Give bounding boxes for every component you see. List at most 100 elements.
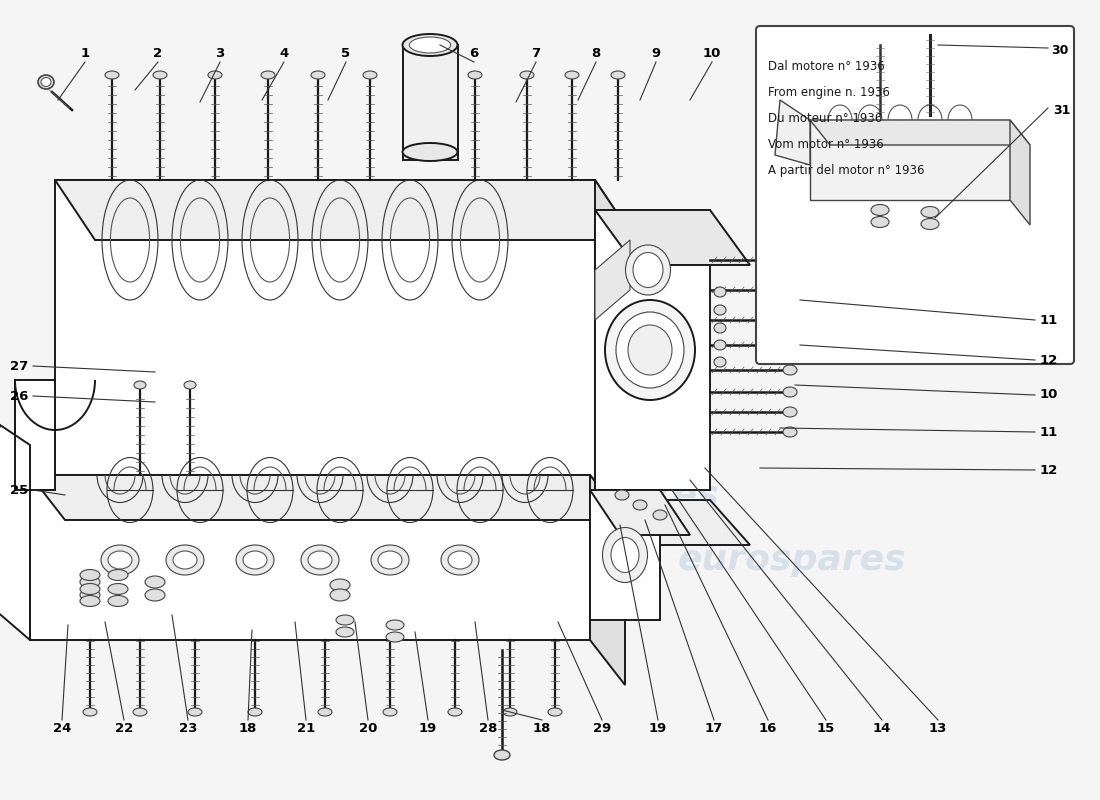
- Ellipse shape: [871, 205, 889, 215]
- Ellipse shape: [714, 305, 726, 315]
- Ellipse shape: [714, 287, 726, 297]
- Text: 3: 3: [216, 47, 224, 60]
- Ellipse shape: [616, 312, 684, 388]
- Text: 15: 15: [817, 722, 835, 735]
- Text: 12: 12: [1040, 354, 1058, 366]
- Ellipse shape: [248, 708, 262, 716]
- Bar: [810, 120, 1010, 200]
- Ellipse shape: [783, 315, 798, 325]
- Ellipse shape: [403, 34, 458, 56]
- Ellipse shape: [783, 427, 798, 437]
- Ellipse shape: [80, 583, 100, 594]
- Ellipse shape: [108, 551, 132, 569]
- Ellipse shape: [145, 589, 165, 601]
- Ellipse shape: [603, 527, 648, 582]
- Bar: [55, 180, 595, 490]
- Text: 1: 1: [80, 47, 89, 60]
- Polygon shape: [595, 240, 630, 320]
- Text: 4: 4: [279, 47, 288, 60]
- Ellipse shape: [714, 340, 726, 350]
- Text: Dal motore n° 1936: Dal motore n° 1936: [768, 60, 884, 73]
- Text: 2: 2: [153, 47, 163, 60]
- Text: 25: 25: [10, 483, 28, 497]
- Ellipse shape: [783, 387, 798, 397]
- Ellipse shape: [371, 545, 409, 575]
- Ellipse shape: [548, 708, 562, 716]
- Ellipse shape: [610, 71, 625, 79]
- Ellipse shape: [188, 708, 202, 716]
- Text: 14: 14: [872, 722, 891, 735]
- Text: 11: 11: [1040, 314, 1058, 326]
- Bar: [403, 45, 458, 160]
- Polygon shape: [776, 100, 810, 165]
- Text: 7: 7: [531, 47, 540, 60]
- Text: 20: 20: [359, 722, 377, 735]
- Text: eurospares: eurospares: [128, 479, 356, 513]
- Text: eurospares: eurospares: [491, 479, 719, 513]
- Ellipse shape: [80, 589, 100, 601]
- Ellipse shape: [236, 545, 274, 575]
- Text: 6: 6: [470, 47, 478, 60]
- Ellipse shape: [243, 551, 267, 569]
- Text: 27: 27: [10, 359, 28, 373]
- Text: eurospares: eurospares: [678, 543, 906, 577]
- Text: 16: 16: [759, 722, 778, 735]
- Text: 11: 11: [1040, 426, 1058, 438]
- Ellipse shape: [403, 143, 458, 161]
- Text: 10: 10: [703, 47, 722, 60]
- Polygon shape: [595, 210, 750, 265]
- Ellipse shape: [336, 627, 354, 637]
- Ellipse shape: [783, 340, 798, 350]
- Ellipse shape: [80, 576, 100, 588]
- Ellipse shape: [80, 595, 100, 606]
- Polygon shape: [0, 425, 30, 640]
- Ellipse shape: [565, 71, 579, 79]
- Polygon shape: [590, 490, 690, 535]
- Ellipse shape: [133, 708, 147, 716]
- Ellipse shape: [714, 323, 726, 333]
- Text: 24: 24: [53, 722, 72, 735]
- Polygon shape: [595, 180, 635, 550]
- Ellipse shape: [628, 325, 672, 375]
- Bar: [590, 490, 660, 620]
- Ellipse shape: [378, 551, 402, 569]
- Ellipse shape: [783, 407, 798, 417]
- Ellipse shape: [468, 71, 482, 79]
- Ellipse shape: [145, 576, 165, 588]
- Ellipse shape: [184, 381, 196, 389]
- Ellipse shape: [308, 551, 332, 569]
- Ellipse shape: [386, 632, 404, 642]
- Ellipse shape: [363, 71, 377, 79]
- Ellipse shape: [108, 583, 128, 594]
- Ellipse shape: [605, 300, 695, 400]
- Text: 9: 9: [651, 47, 661, 60]
- Text: 18: 18: [239, 722, 257, 735]
- Text: 23: 23: [179, 722, 197, 735]
- Ellipse shape: [632, 500, 647, 510]
- Text: 10: 10: [1040, 389, 1058, 402]
- Text: Vom motor n° 1936: Vom motor n° 1936: [768, 138, 883, 151]
- Ellipse shape: [520, 71, 534, 79]
- Ellipse shape: [494, 750, 510, 760]
- Text: 29: 29: [593, 722, 612, 735]
- Ellipse shape: [134, 381, 146, 389]
- Ellipse shape: [783, 285, 798, 295]
- Text: 19: 19: [649, 722, 667, 735]
- Text: 17: 17: [705, 722, 723, 735]
- Ellipse shape: [615, 490, 629, 500]
- Ellipse shape: [261, 71, 275, 79]
- Ellipse shape: [448, 551, 472, 569]
- Polygon shape: [810, 120, 1030, 145]
- Bar: [595, 210, 710, 490]
- Ellipse shape: [318, 708, 332, 716]
- Ellipse shape: [108, 595, 128, 606]
- Ellipse shape: [336, 615, 354, 625]
- Ellipse shape: [386, 620, 404, 630]
- Text: 13: 13: [928, 722, 947, 735]
- Bar: [15, 380, 55, 490]
- Ellipse shape: [503, 708, 517, 716]
- Ellipse shape: [921, 218, 939, 230]
- Text: 19: 19: [419, 722, 437, 735]
- Ellipse shape: [166, 545, 204, 575]
- Text: A partir del motor n° 1936: A partir del motor n° 1936: [768, 164, 924, 177]
